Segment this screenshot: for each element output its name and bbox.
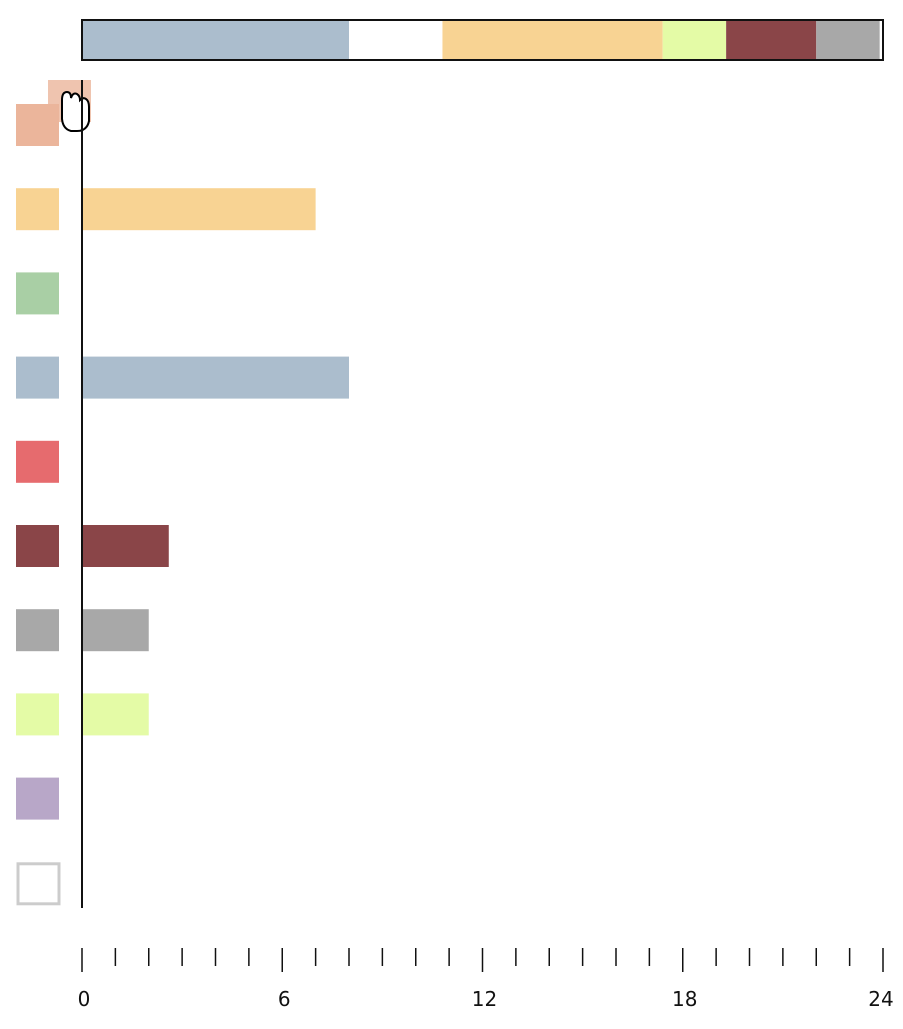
legend-swatch[interactable] xyxy=(16,609,59,652)
legend-swatch[interactable] xyxy=(16,188,59,231)
x-tick-label: 18 xyxy=(672,987,697,1011)
bar xyxy=(82,188,316,231)
stack-segment xyxy=(349,20,443,60)
stack-frame xyxy=(81,19,884,61)
bar xyxy=(82,693,149,736)
stack-segment xyxy=(726,20,817,60)
legend-swatch[interactable] xyxy=(16,777,59,820)
bar xyxy=(82,356,349,399)
legend-swatch[interactable] xyxy=(16,693,59,736)
legend-swatch[interactable] xyxy=(16,440,59,483)
stack-segment xyxy=(442,20,663,60)
x-tick-label: 12 xyxy=(472,987,497,1011)
x-tick-label: 24 xyxy=(868,987,893,1011)
stack-segment xyxy=(662,20,727,60)
bar xyxy=(82,525,169,567)
x-tick-label: 6 xyxy=(278,987,291,1011)
cursor xyxy=(61,90,90,132)
x-tick-label: 0 xyxy=(78,987,91,1011)
legend-swatch[interactable] xyxy=(16,525,59,567)
stack-segment xyxy=(816,20,880,60)
bar xyxy=(82,609,149,652)
legend-swatch[interactable] xyxy=(16,272,59,315)
stack-segment xyxy=(82,20,349,60)
legend-swatch[interactable] xyxy=(16,356,59,399)
legend-swatch[interactable] xyxy=(16,862,61,906)
